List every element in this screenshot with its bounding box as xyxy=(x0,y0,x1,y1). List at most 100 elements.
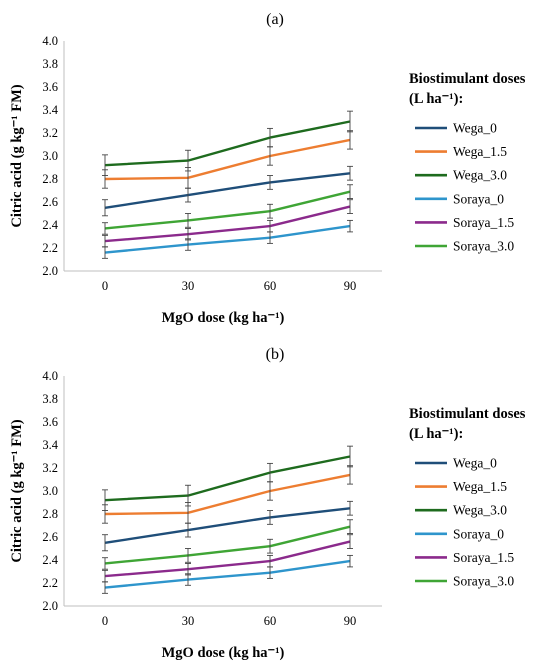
legend-label: Soraya_0 xyxy=(453,526,504,541)
error-bar xyxy=(185,149,191,172)
legend-label: Wega_0 xyxy=(453,121,497,136)
error-bar xyxy=(267,538,273,554)
error-bar xyxy=(267,175,273,190)
x-tick-label: 0 xyxy=(102,279,108,293)
y-tick-label: 3.2 xyxy=(42,461,58,475)
error-bar xyxy=(102,234,108,248)
y-tick-label: 2.8 xyxy=(42,507,58,521)
chart-panel-a: (a) 4.0 3.8 3.6 3.4 3.2 3.0 2.8 2.6 2.4 2.2 2.0 0 30 6… xyxy=(0,0,550,334)
series-line-soraya-3-0 xyxy=(104,525,351,565)
error-bar xyxy=(347,534,353,549)
y-tick-label: 3.0 xyxy=(42,149,58,163)
legend-title: Biostimulant doses xyxy=(409,71,526,87)
panel-label: (a) xyxy=(266,11,284,28)
error-bar xyxy=(347,184,353,200)
x-tick-label: 90 xyxy=(344,614,357,628)
y-tick-label: 3.2 xyxy=(42,126,58,140)
series-line-soraya-1-5 xyxy=(104,205,351,243)
y-tick-label: 3.8 xyxy=(42,57,58,71)
legend-label: Wega_3.0 xyxy=(453,168,507,183)
y-tick-label: 3.6 xyxy=(42,415,58,429)
legend-label: Soraya_1.5 xyxy=(453,550,514,565)
y-tick-label: 2.4 xyxy=(42,218,58,232)
y-tick-label: 3.8 xyxy=(42,392,58,406)
y-tick-label: 3.4 xyxy=(42,438,58,452)
x-tick-label: 60 xyxy=(264,614,277,628)
error-bar xyxy=(267,554,273,568)
x-tick-label: 30 xyxy=(182,614,195,628)
y-tick-label: 2.6 xyxy=(42,195,58,209)
x-tick-label: 90 xyxy=(344,279,357,293)
y-tick-label: 4.0 xyxy=(42,34,58,48)
error-bar xyxy=(102,222,108,235)
y-tick-label: 3.4 xyxy=(42,103,58,117)
series-line-soraya-0 xyxy=(104,224,351,254)
y-tick-label: 3.0 xyxy=(42,484,58,498)
series-line-wega-0 xyxy=(104,172,351,209)
y-tick-label: 2.0 xyxy=(42,264,58,278)
error-bar xyxy=(185,213,191,228)
series-line-soraya-0 xyxy=(104,559,351,589)
y-axis-title: Citric acid (g kg⁻¹ FM) xyxy=(9,84,25,227)
series-line-wega-3-0 xyxy=(104,120,351,167)
series-line-soraya-1-5 xyxy=(104,540,351,578)
y-axis-title: Citric acid (g kg⁻¹ FM) xyxy=(9,419,25,562)
error-bar xyxy=(102,154,108,177)
error-bar xyxy=(102,489,108,512)
series-line-soraya-3-0 xyxy=(104,190,351,230)
error-bar xyxy=(267,510,273,525)
line-chart-svg: (a) 4.0 3.8 3.6 3.4 3.2 3.0 2.8 2.6 2.4 2.2 2.0 0 30 6… xyxy=(9,11,526,326)
chart-panel-b: (b) 4.0 3.8 3.6 3.4 3.2 3.0 2.8 2.6 2.4 2.2 2.0 0 30 6… xyxy=(0,335,550,669)
error-bar xyxy=(347,445,353,468)
error-bar xyxy=(102,569,108,583)
error-bar xyxy=(185,484,191,507)
x-tick-label: 30 xyxy=(182,279,195,293)
error-bar xyxy=(267,219,273,233)
y-tick-label: 2.8 xyxy=(42,172,58,186)
error-bar xyxy=(102,534,108,552)
y-tick-label: 2.2 xyxy=(42,576,58,590)
error-bar xyxy=(267,462,273,483)
x-tick-label: 0 xyxy=(102,614,108,628)
panel-label: (b) xyxy=(266,346,285,363)
legend-label: Wega_0 xyxy=(453,456,497,471)
x-axis-title: MgO dose (kg ha⁻¹) xyxy=(162,310,285,326)
y-tick-label: 2.2 xyxy=(42,241,58,255)
error-bar xyxy=(347,219,353,233)
error-bar xyxy=(185,227,191,241)
legend-label: Soraya_3.0 xyxy=(453,239,514,254)
series-line-wega-1-5 xyxy=(104,138,351,181)
error-bar xyxy=(347,110,353,133)
x-tick-label: 60 xyxy=(264,279,277,293)
series-line-wega-1-5 xyxy=(104,473,351,516)
error-bar xyxy=(102,199,108,217)
y-tick-label: 2.0 xyxy=(42,599,58,613)
error-bar xyxy=(347,519,353,535)
series-line-wega-0 xyxy=(104,507,351,544)
error-bar xyxy=(347,500,353,516)
y-tick-label: 2.4 xyxy=(42,553,58,567)
series-line-wega-3-0 xyxy=(104,455,351,502)
error-bar xyxy=(102,557,108,570)
line-chart-svg: (b) 4.0 3.8 3.6 3.4 3.2 3.0 2.8 2.6 2.4 2.2 2.0 0 30 6… xyxy=(9,346,526,661)
error-bar xyxy=(347,199,353,214)
error-bar xyxy=(185,562,191,576)
error-bar xyxy=(347,554,353,568)
y-tick-label: 2.6 xyxy=(42,530,58,544)
legend-label: Wega_1.5 xyxy=(453,479,507,494)
error-bar xyxy=(347,165,353,181)
y-tick-label: 3.6 xyxy=(42,80,58,94)
legend-title-unit: (L ha⁻¹): xyxy=(409,426,463,442)
legend-label: Wega_3.0 xyxy=(453,503,507,518)
error-bar xyxy=(267,127,273,148)
y-tick-label: 4.0 xyxy=(42,369,58,383)
legend-label: Wega_1.5 xyxy=(453,144,507,159)
legend-title-unit: (L ha⁻¹): xyxy=(409,91,463,107)
error-bar xyxy=(267,203,273,219)
legend-title: Biostimulant doses xyxy=(409,406,526,422)
legend-label: Soraya_0 xyxy=(453,191,504,206)
x-axis-title: MgO dose (kg ha⁻¹) xyxy=(162,645,285,661)
error-bar xyxy=(185,548,191,563)
legend-label: Soraya_1.5 xyxy=(453,215,514,230)
legend-label: Soraya_3.0 xyxy=(453,574,514,589)
